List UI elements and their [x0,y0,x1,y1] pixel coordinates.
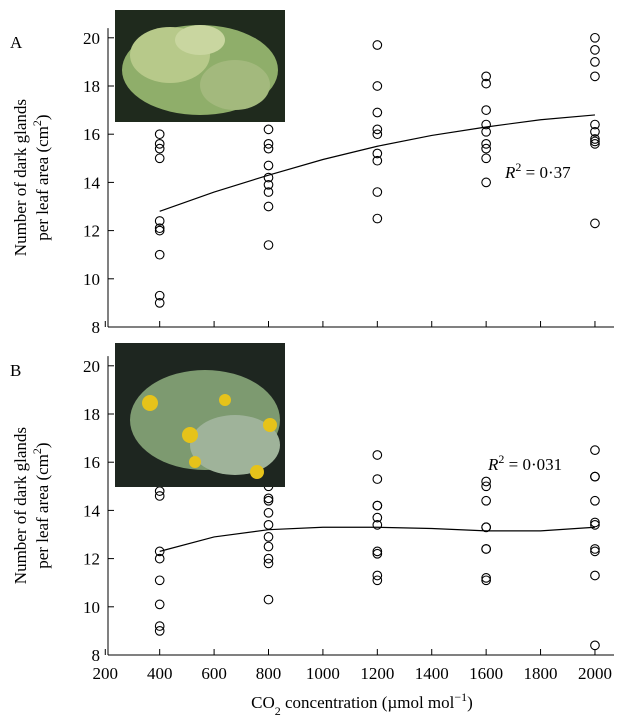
point [373,214,382,223]
x-axis-label-part: concentration (µmol mol [281,693,455,712]
x-axis-label-part: −1 [454,690,467,704]
point [373,501,382,510]
y-tick-label: 18 [83,77,100,96]
y-tick-label: 12 [83,222,100,241]
x-tick-label: 800 [256,664,282,683]
r-squared: R2 = 0·031 [487,452,562,474]
point [264,241,273,250]
figure: 8101214161820ANumber of dark glandsper l… [0,0,629,719]
y-tick-label: 20 [83,29,100,48]
x-tick-label: 2000 [578,664,612,683]
panel-label: B [10,361,21,380]
r-squared: R2 = 0·37 [504,160,571,182]
r-squared-part: = 0·031 [504,455,562,474]
point [591,472,600,481]
y-tick-label: 14 [83,501,101,520]
y-axis-label-part: per leaf area (cm [33,126,52,241]
y-tick-label: 16 [83,453,100,472]
point [591,46,600,55]
photo-flower [189,456,201,468]
point [264,533,273,542]
y-axis-label-part: ) [33,114,52,120]
y-tick-label: 10 [83,270,100,289]
photo-plant [200,60,270,110]
photo-flower [250,465,264,479]
photo-b [115,343,285,487]
point [373,188,382,197]
point [482,154,491,163]
y-axis-label: per leaf area (cm2) [30,114,52,240]
point [373,41,382,50]
y-tick-label: 20 [83,357,100,376]
x-tick-label: 1600 [469,664,503,683]
point [264,202,273,211]
point [155,154,164,163]
point [264,509,273,518]
y-tick-label: 14 [83,173,101,192]
photo-flower [182,427,198,443]
point [591,219,600,228]
point [591,496,600,505]
point [482,496,491,505]
photo-flower [219,394,231,406]
photo-flower [142,395,158,411]
point [373,108,382,117]
y-tick-label: 18 [83,405,100,424]
x-axis-label-part: CO [251,693,275,712]
point [155,130,164,139]
point [591,641,600,650]
x-tick-label: 1200 [360,664,394,683]
point [591,58,600,67]
point [591,446,600,455]
photo-a [115,10,285,122]
y-tick-label: 16 [83,125,100,144]
y-tick-label: 8 [92,646,101,665]
y-axis-label: Number of dark glands [11,99,30,256]
x-tick-label: 600 [201,664,227,683]
point [264,595,273,604]
x-axis-label: CO2 concentration (µmol mol−1) [251,690,473,718]
y-axis-label: per leaf area (cm2) [30,442,52,568]
point [482,106,491,115]
x-tick-label: 1000 [306,664,340,683]
point [155,576,164,585]
y-tick-label: 12 [83,550,100,569]
point [264,161,273,170]
point [591,72,600,81]
point [264,125,273,134]
y-axis-label: Number of dark glands [11,427,30,584]
photo-flower [263,418,277,432]
point [482,178,491,187]
x-tick-label: 200 [93,664,119,683]
point [373,82,382,91]
r-squared-part: R [504,163,516,182]
x-tick-label: 1400 [415,664,449,683]
point [155,600,164,609]
r-squared-part: R [487,455,499,474]
point [591,571,600,580]
point [264,542,273,551]
r-squared-part: = 0·37 [521,163,571,182]
fit-curve [160,527,595,551]
photo-plant [175,25,225,55]
y-axis-label-part: per leaf area (cm [33,454,52,569]
y-axis-label-part: ) [33,442,52,448]
point [373,451,382,460]
x-tick-label: 1800 [524,664,558,683]
panel-label: A [10,33,23,52]
y-tick-label: 10 [83,598,100,617]
y-tick-label: 8 [92,318,101,337]
x-axis-label-part: ) [467,693,473,712]
point [591,34,600,43]
point [373,475,382,484]
point [264,521,273,530]
x-tick-label: 400 [147,664,173,683]
point [482,545,491,554]
point [155,250,164,259]
